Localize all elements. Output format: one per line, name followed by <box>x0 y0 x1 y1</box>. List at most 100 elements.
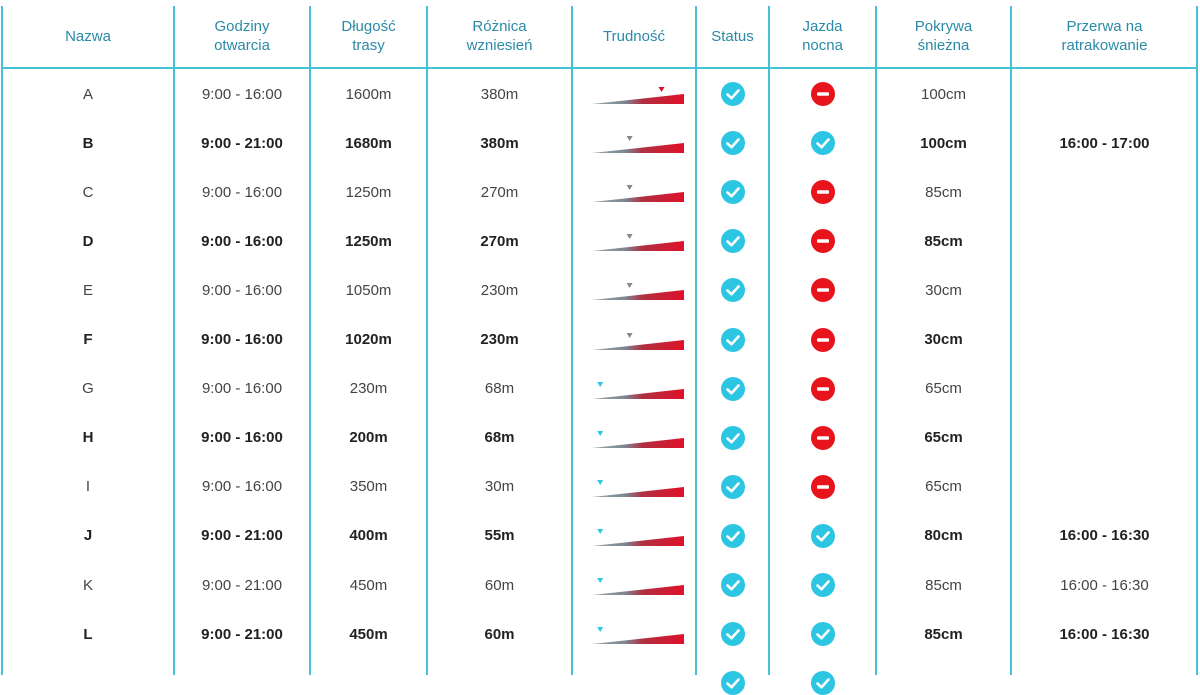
difficulty-gauge <box>592 428 688 450</box>
cell-grooming: 16:00 - 16:30 <box>1059 625 1150 643</box>
cell-length: 1250m <box>345 183 392 201</box>
open-check-icon <box>720 131 745 156</box>
cell-elevation: 68m <box>484 429 515 447</box>
closed-icon <box>810 327 835 352</box>
cell-length: 230m <box>349 380 388 398</box>
cell-snow: 65cm <box>925 478 962 496</box>
cell-length: 200m <box>349 429 388 447</box>
cell-name: K <box>82 576 93 594</box>
difficulty-marker <box>626 185 633 191</box>
closed-icon <box>810 474 835 499</box>
column-divider <box>695 6 697 675</box>
cell-hours: 9:00 - 16:00 <box>201 331 283 348</box>
cell-snow: 85cm <box>924 625 963 643</box>
cell-grooming <box>1011 472 1198 502</box>
open-check-icon <box>720 573 745 597</box>
cell-length: 1050m <box>345 281 392 299</box>
difficulty-marker <box>626 234 633 240</box>
cell-snow: 65cm <box>924 429 963 447</box>
cell-length: 450m <box>349 625 388 643</box>
difficulty-marker <box>597 578 604 583</box>
difficulty-gauge <box>592 477 688 499</box>
difficulty-marker <box>597 430 604 436</box>
header-status: Status <box>711 27 754 45</box>
cell-length: 450m <box>349 576 388 594</box>
difficulty-gauge <box>592 182 688 204</box>
column-divider <box>1 6 3 675</box>
closed-icon <box>810 82 835 106</box>
cell-elevation: 68m <box>484 380 515 398</box>
column-divider <box>1010 6 1012 675</box>
header-elevation: Różnica wzniesień <box>466 18 533 54</box>
difficulty-gauge <box>592 330 688 352</box>
cell-elevation: 270m <box>480 183 519 201</box>
header-night: Jazda nocna <box>802 18 843 54</box>
column-divider <box>173 6 175 675</box>
difficulty-gauge <box>592 231 688 253</box>
header-grooming: Przerwa na ratrakowanie <box>1061 18 1148 54</box>
header-difficulty: Trudność <box>603 27 665 45</box>
column-divider <box>875 6 877 675</box>
cell-length: 1600m <box>345 85 392 103</box>
cell-hours: 9:00 - 16:00 <box>201 429 283 447</box>
cell-snow: 100cm <box>920 134 967 152</box>
cell-grooming: 16:00 - 16:30 <box>1060 576 1149 594</box>
cell-grooming <box>1011 226 1198 256</box>
cell-snow: 85cm <box>925 183 962 201</box>
cell-snow: 85cm <box>924 232 963 250</box>
cell-elevation: 380m <box>480 134 519 152</box>
header-hours: Godziny otwarcia <box>214 18 270 54</box>
cell-elevation: 380m <box>480 85 519 103</box>
difficulty-marker <box>626 283 633 289</box>
cell-name: D <box>82 232 94 250</box>
difficulty-gauge <box>592 526 688 548</box>
open-check-icon <box>720 82 745 106</box>
cell-hours: 9:00 - 16:00 <box>201 232 283 250</box>
header-name: Nazwa <box>65 27 111 45</box>
cell-elevation: 60m <box>484 625 515 643</box>
column-divider <box>1196 6 1198 675</box>
cell-name: C <box>82 183 94 201</box>
difficulty-marker <box>658 87 665 92</box>
cell-length: 350m <box>349 478 388 496</box>
cell-name: H <box>82 429 94 447</box>
column-divider <box>571 6 573 675</box>
cell-snow: 30cm <box>925 281 962 299</box>
cell-name: B <box>82 134 94 152</box>
cell-elevation: 30m <box>484 478 515 496</box>
cell-snow: 65cm <box>925 380 962 398</box>
difficulty-gauge <box>592 280 688 302</box>
difficulty-gauge <box>592 133 688 155</box>
cell-hours: 9:00 - 21:00 <box>201 134 283 152</box>
cell-grooming <box>1011 177 1198 207</box>
cell-length: 1680m <box>345 134 392 152</box>
cell-name: A <box>82 85 93 103</box>
difficulty-marker <box>626 332 633 338</box>
cell-name: E <box>82 281 93 299</box>
header-divider <box>2 67 1198 69</box>
header-snow: Pokrywa śnieżna <box>914 18 973 54</box>
open-check-icon <box>720 425 745 450</box>
cell-name: L <box>83 625 93 643</box>
closed-icon <box>810 425 835 450</box>
difficulty-marker <box>597 627 604 633</box>
difficulty-marker <box>597 528 604 534</box>
cell-grooming <box>1011 374 1198 404</box>
cell-snow: 80cm <box>924 527 963 545</box>
open-check-icon <box>720 327 745 352</box>
closed-icon <box>810 278 835 303</box>
cell-name: F <box>83 331 93 348</box>
cell-elevation: 230m <box>480 281 519 299</box>
cell-hours: 9:00 - 16:00 <box>201 183 283 201</box>
open-check-icon <box>720 278 745 303</box>
difficulty-marker <box>597 479 604 485</box>
cell-hours: 9:00 - 21:00 <box>201 527 283 545</box>
cell-elevation: 230m <box>480 331 519 348</box>
open-check-icon <box>810 523 835 548</box>
column-divider <box>768 6 770 675</box>
open-check-icon <box>810 622 835 647</box>
cell-snow: 85cm <box>925 576 962 594</box>
slopes-table: Nazwa Godziny otwarcia Długość trasy Różnic… <box>1 6 1198 695</box>
cell-grooming <box>1011 275 1198 305</box>
closed-icon <box>810 229 835 254</box>
